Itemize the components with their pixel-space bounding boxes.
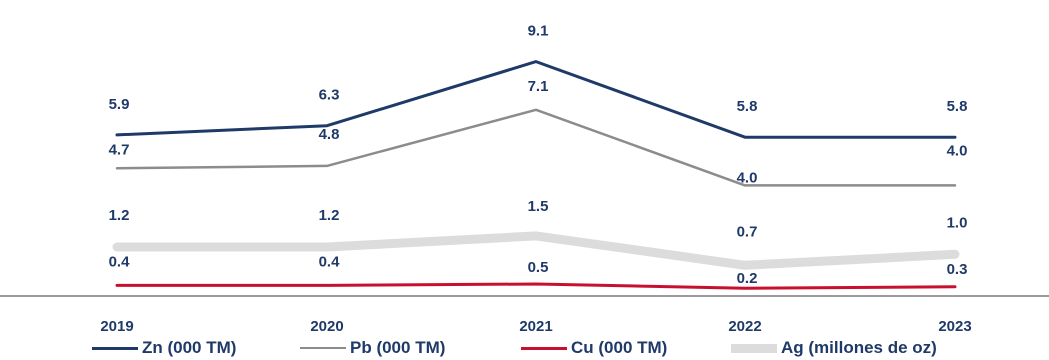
series-line-zn-000-tm	[115, 60, 957, 139]
data-label-cu-000-tm-2022: 0.2	[737, 270, 758, 287]
data-label-pb-000-tm-2023: 4.0	[947, 142, 968, 159]
legend-swatch-ag-millones-de-oz	[731, 343, 777, 353]
x-tick-label-2023: 2023	[938, 318, 971, 335]
data-label-zn-000-tm-2019: 5.9	[109, 96, 130, 113]
legend-label-ag-millones-de-oz: Ag (millones de oz)	[781, 338, 937, 357]
data-label-pb-000-tm-2021: 7.1	[528, 78, 549, 95]
x-tick-label-2020: 2020	[310, 318, 343, 335]
data-label-zn-000-tm-2021: 9.1	[528, 23, 549, 40]
x-tick-layer: 2019 2020 2021 2022 2023	[100, 318, 971, 335]
data-label-cu-000-tm-2020: 0.4	[319, 253, 341, 270]
series-line-pb-000-tm	[115, 108, 957, 187]
data-label-cu-000-tm-2023: 0.3	[947, 261, 968, 278]
legend-item-cu-000-tm: Cu (000 TM)	[521, 336, 667, 360]
data-label-pb-000-tm-2022: 4.0	[737, 169, 758, 186]
legend-item-ag-millones-de-oz: Ag (millones de oz)	[731, 336, 937, 360]
data-label-cu-000-tm-2019: 0.4	[109, 253, 131, 270]
data-label-ag-millones-de-oz-2020: 1.2	[319, 207, 340, 224]
data-label-ag-millones-de-oz-2022: 0.7	[737, 223, 758, 240]
legend-label-pb-000-tm: Pb (000 TM)	[350, 338, 446, 357]
legend-label-zn-000-tm: Zn (000 TM)	[142, 338, 237, 357]
series-layer	[112, 60, 960, 290]
data-label-pb-000-tm-2020: 4.8	[319, 126, 340, 143]
legend-item-zn-000-tm: Zn (000 TM)	[92, 336, 236, 360]
legend-swatch-cu-000-tm	[521, 346, 567, 350]
series-line-ag-millones-de-oz	[112, 231, 960, 270]
x-tick-label-2019: 2019	[100, 318, 133, 335]
legend-swatch-pb-000-tm	[300, 346, 346, 350]
data-label-pb-000-tm-2019: 4.7	[109, 141, 130, 158]
x-tick-label-2021: 2021	[519, 318, 552, 335]
series-line-cu-000-tm	[115, 282, 957, 290]
legend: Zn (000 TM) Pb (000 TM) Cu (000 TM) Ag (mil…	[0, 336, 1049, 360]
x-tick-label-2022: 2022	[728, 318, 761, 335]
data-label-ag-millones-de-oz-2021: 1.5	[528, 198, 549, 215]
legend-label-cu-000-tm: Cu (000 TM)	[571, 338, 668, 357]
legend-swatch-zn-000-tm	[92, 346, 138, 350]
data-label-ag-millones-de-oz-2019: 1.2	[109, 207, 130, 224]
data-label-layer: 5.9 6.3 9.1 5.8 5.8 4.7 4.8 7.1 4.0 4.0 0.4 0.4 0.5 0…	[109, 23, 968, 288]
data-label-zn-000-tm-2020: 6.3	[319, 87, 340, 104]
legend-item-pb-000-tm: Pb (000 TM)	[300, 336, 445, 360]
data-label-ag-millones-de-oz-2023: 1.0	[947, 214, 968, 231]
data-label-zn-000-tm-2023: 5.8	[947, 98, 968, 115]
data-label-zn-000-tm-2022: 5.8	[737, 98, 758, 115]
data-label-cu-000-tm-2021: 0.5	[528, 259, 549, 276]
